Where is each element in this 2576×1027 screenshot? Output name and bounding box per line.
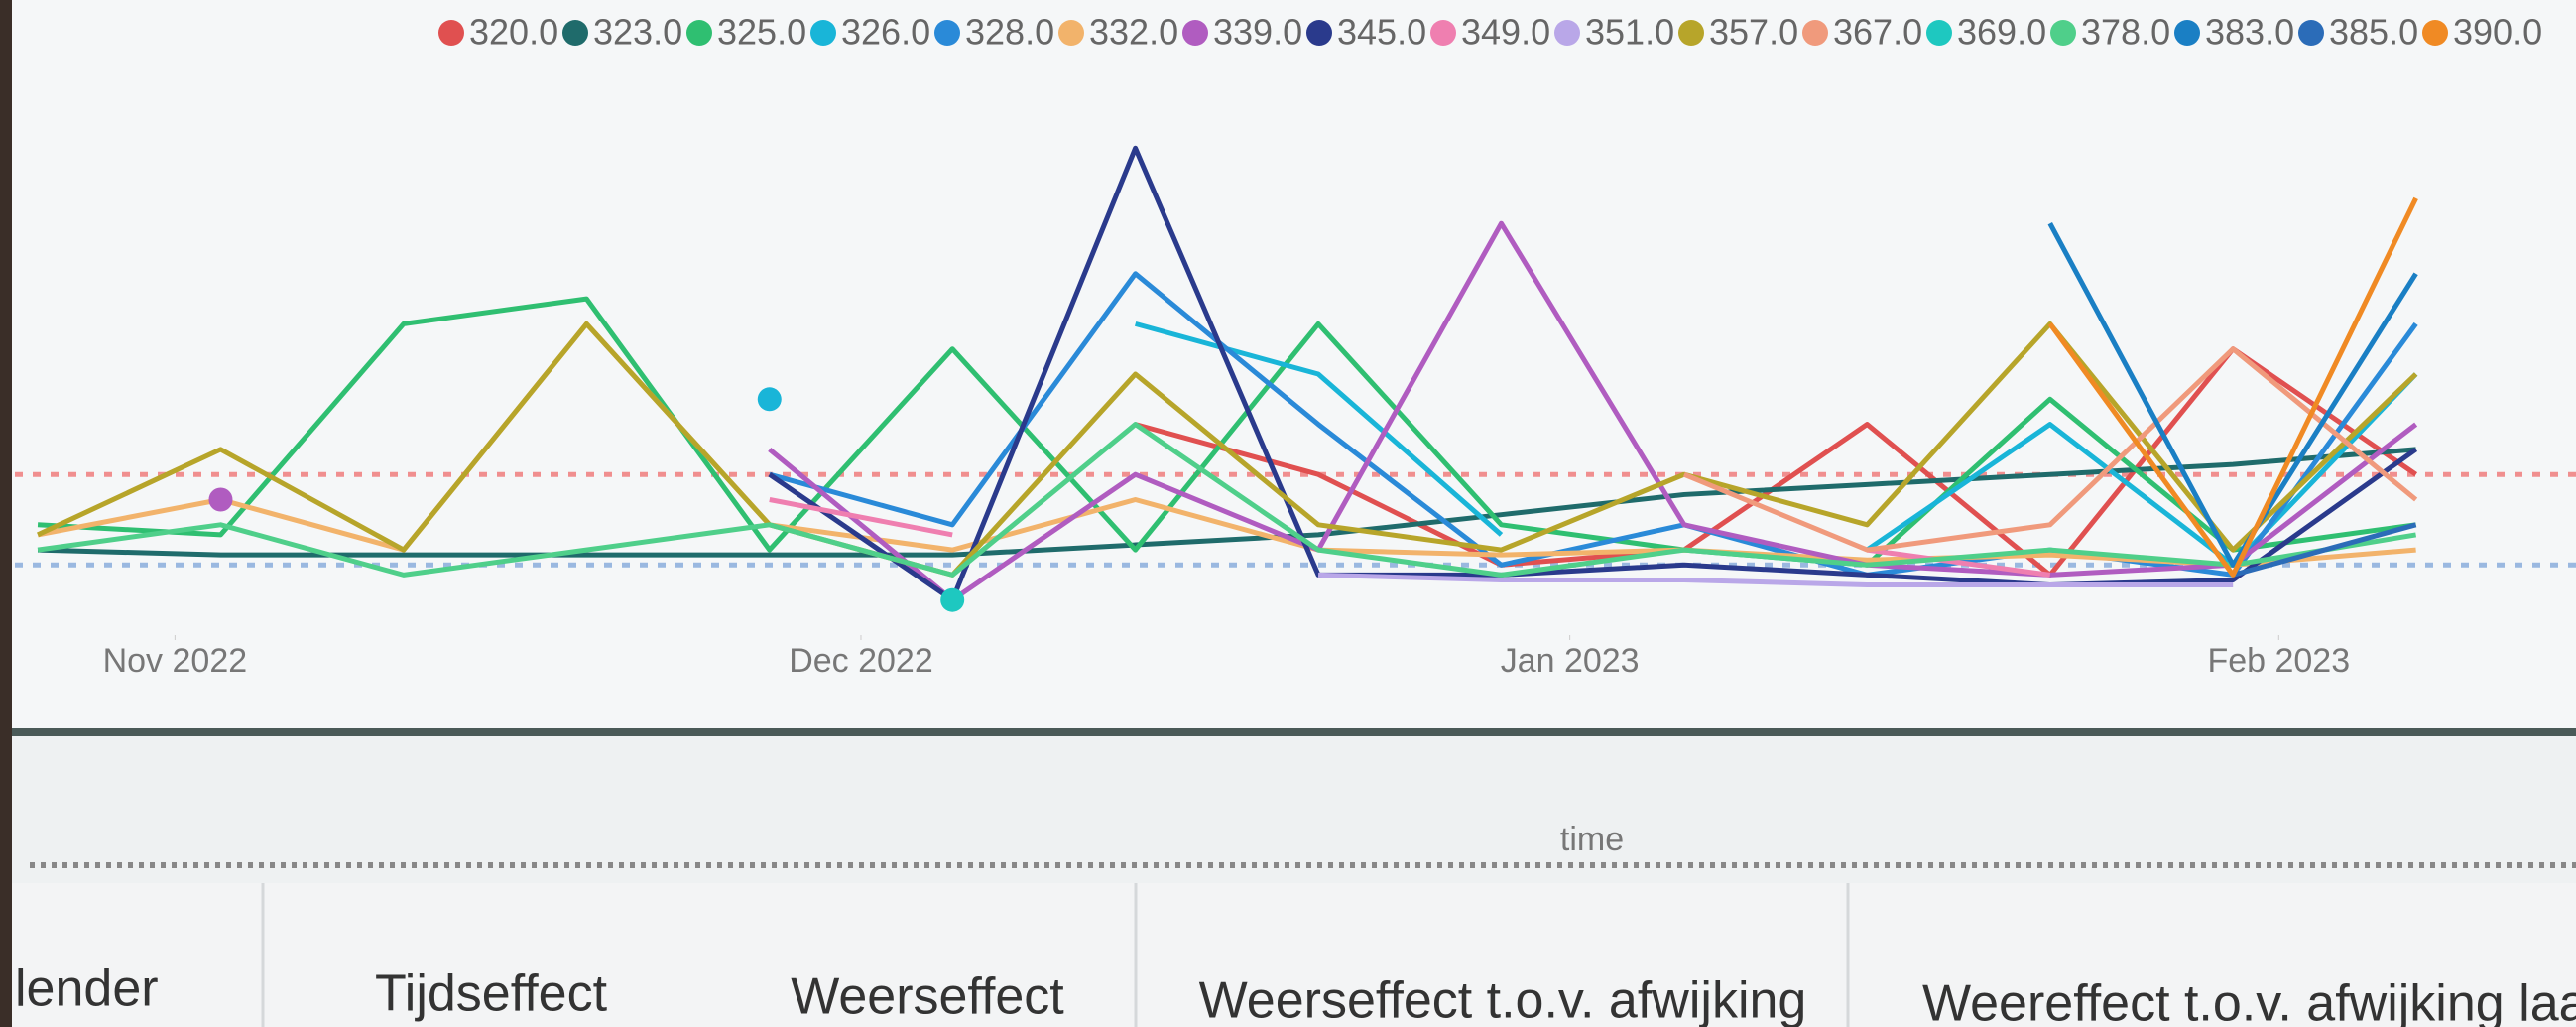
data-point [940,588,964,612]
legend-marker [1678,20,1704,46]
legend-marker [686,20,712,46]
tab[interactable]: Weerseffect t.o.v. afwijking [1199,972,1807,1027]
screen: time lender Tijdseffect Weerseffect Weer… [0,0,2576,1027]
page: time lender Tijdseffect Weerseffect Weer… [0,0,2576,1027]
x-tick-label: Feb 2023 [2207,642,2350,680]
legend-marker [1182,20,1208,46]
legend-label: 326.0 [841,12,930,53]
legend-marker [438,20,464,46]
legend-label: 385.0 [2329,12,2418,53]
legend-label: 323.0 [593,12,682,53]
data-point [758,387,782,411]
x-axis-title: time [1560,821,1624,858]
tab[interactable]: lender [15,961,159,1018]
legend-label: 349.0 [1461,12,1550,53]
legend-marker [2174,20,2200,46]
legend-label: 357.0 [1709,12,1798,53]
legend-label: 339.0 [1213,12,1302,53]
legend-label: 390.0 [2453,12,2542,53]
legend-marker [1306,20,1332,46]
legend-label: 328.0 [965,12,1054,53]
x-tick-label: Jan 2023 [1501,642,1640,680]
legend-marker [1802,20,1828,46]
legend-marker [1554,20,1580,46]
x-tick-label: Dec 2022 [789,642,933,680]
legend-marker [2298,20,2324,46]
legend-label: 325.0 [717,12,806,53]
legend-marker [1058,20,1084,46]
screen-edge [0,0,12,1027]
legend-marker [1926,20,1952,46]
legend-label: 345.0 [1337,12,1426,53]
tab[interactable]: Weereffect t.o.v. afwijking laatste w [1922,975,2576,1027]
legend-label: 332.0 [1089,12,1178,53]
data-point [208,488,232,512]
legend-marker [562,20,588,46]
legend-label: 369.0 [1957,12,2046,53]
legend-label: 351.0 [1585,12,1674,53]
legend-marker [934,20,960,46]
legend-label: 383.0 [2205,12,2294,53]
legend-label: 320.0 [469,12,558,53]
tab[interactable]: Tijdseffect [375,965,608,1023]
legend-marker [2050,20,2076,46]
tab[interactable]: Weerseffect [791,968,1064,1026]
x-tick-label: Nov 2022 [103,642,248,680]
legend-label: 378.0 [2081,12,2170,53]
legend-label: 367.0 [1833,12,1922,53]
legend-marker [810,20,836,46]
legend-marker [1430,20,1456,46]
legend-marker [2422,20,2448,46]
